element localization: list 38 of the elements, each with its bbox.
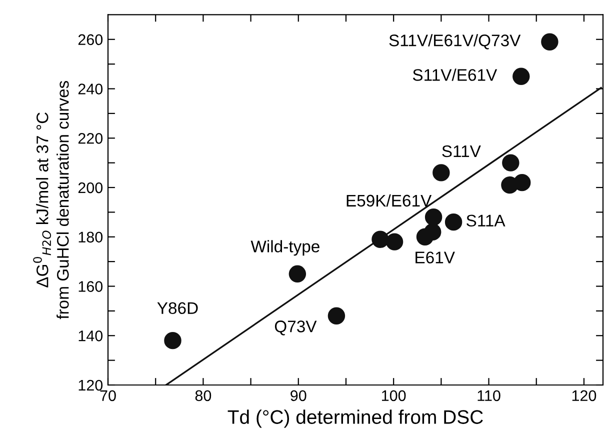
point xyxy=(502,154,520,172)
x-tick-label: 110 xyxy=(478,390,500,402)
x-tick-label: 90 xyxy=(290,390,306,402)
point xyxy=(386,233,404,250)
annotation: S11V xyxy=(442,145,481,158)
point xyxy=(512,68,530,86)
y-tick-label: 120 xyxy=(78,380,103,391)
point xyxy=(444,213,462,231)
x-tick-label: 100 xyxy=(382,390,406,402)
point xyxy=(432,164,450,182)
y-tick-label: 220 xyxy=(78,133,103,144)
y-tick-label: 160 xyxy=(78,281,103,292)
y-tick-label: 240 xyxy=(78,84,103,94)
x-tick-label: 80 xyxy=(195,390,212,402)
point xyxy=(513,174,531,192)
x-tick-label: 70 xyxy=(100,390,116,402)
annotation: S11V/E61V xyxy=(412,68,498,81)
point xyxy=(328,307,346,324)
annotation: Wild-type xyxy=(250,240,320,256)
point xyxy=(424,208,442,226)
annotation: Y86D xyxy=(157,302,198,314)
point xyxy=(372,230,389,248)
x-axis-title: Td (°C) determined from DSC xyxy=(228,410,483,428)
annotation: E61V xyxy=(416,252,455,264)
point xyxy=(164,332,182,350)
annotation: Q73V xyxy=(274,320,317,336)
x-tick-label: 120 xyxy=(572,390,596,402)
y-tick-label: 140 xyxy=(78,330,103,342)
annotation: S11V/E61V/Q73V xyxy=(389,34,521,50)
y-tick-label: 260 xyxy=(78,34,103,46)
annotation: S11A xyxy=(466,214,506,227)
point xyxy=(541,33,558,50)
point xyxy=(416,228,434,246)
y-tick-label: 180 xyxy=(78,232,103,243)
y-axis-title: ΔG$^{0}$$_{H2O}$ kJ/mol at 37 °C from GuHCl denaturation curves xyxy=(33,80,69,320)
annotation: E59K/E61V xyxy=(346,194,432,207)
y-tick-label: 200 xyxy=(78,182,103,194)
point xyxy=(288,265,306,283)
